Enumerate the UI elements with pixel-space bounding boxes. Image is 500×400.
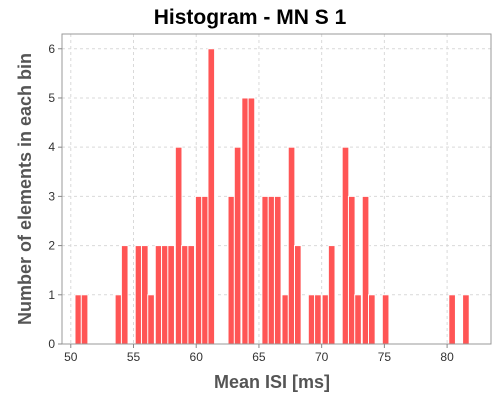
histogram-bar	[187, 245, 196, 345]
x-axis-label: Mean ISI [ms]	[214, 372, 330, 392]
y-tick-label: 0	[48, 337, 55, 351]
histogram-bar	[114, 294, 123, 345]
y-tick-label: 3	[48, 189, 55, 203]
histogram-bar	[120, 245, 129, 345]
histogram-bar	[361, 195, 370, 345]
x-tick-label: 65	[252, 350, 266, 364]
histogram-bar	[241, 97, 249, 345]
histogram-bar	[368, 294, 376, 345]
y-tick-label: 1	[48, 288, 55, 302]
y-tick-label: 2	[48, 239, 55, 253]
y-tick-label: 6	[48, 42, 55, 56]
plot-area-border	[61, 33, 492, 345]
y-tick-label: 4	[48, 140, 55, 154]
chart-title: Histogram - MN S 1	[154, 6, 347, 29]
histogram-bar	[287, 146, 296, 345]
histogram-bar	[201, 195, 209, 345]
histogram-bar	[327, 245, 336, 345]
y-tick-label: 5	[48, 91, 55, 105]
histogram-bar	[294, 245, 302, 345]
histogram-bar	[347, 195, 356, 345]
x-tick-label: 80	[440, 350, 454, 364]
histogram-bar	[321, 294, 330, 345]
y-axis-ticks: 0 1 2 3 4 5 6	[48, 42, 62, 351]
x-tick-label: 70	[315, 350, 329, 364]
histogram-bar	[181, 245, 189, 345]
x-tick-label: 55	[127, 350, 141, 364]
histogram-bar	[307, 294, 316, 345]
histogram-bar	[74, 294, 83, 345]
histogram-bar	[247, 97, 256, 345]
x-tick-label: 75	[378, 350, 392, 364]
histogram-bar	[381, 294, 390, 345]
y-axis-label: Number of elements in each bin	[15, 53, 35, 325]
histogram-bar	[354, 294, 362, 345]
histogram-bar	[134, 245, 143, 345]
histogram-bar	[140, 245, 149, 345]
histogram-bar	[314, 294, 322, 345]
histogram-bar	[167, 245, 175, 345]
histogram-bar	[448, 294, 456, 345]
histogram-bar	[207, 48, 216, 345]
histogram-bar	[161, 245, 169, 345]
histogram-bar	[267, 195, 276, 345]
histogram-bar	[273, 195, 282, 345]
histogram-bar	[462, 294, 470, 345]
histogram-bar	[261, 195, 270, 345]
histogram-bar	[174, 146, 183, 345]
histogram-bar	[147, 294, 155, 345]
histogram-bar	[194, 195, 203, 345]
histogram-bar	[233, 146, 242, 345]
histogram-bar	[154, 245, 163, 345]
histogram-bar	[281, 294, 290, 345]
x-tick-label: 60	[190, 350, 204, 364]
histogram-bar	[80, 294, 89, 345]
histogram-bar	[341, 146, 350, 345]
histogram-bar	[227, 195, 236, 345]
x-tick-label: 50	[64, 350, 78, 364]
x-axis-ticks: 50 55 60 65 70 75 80	[64, 344, 454, 364]
